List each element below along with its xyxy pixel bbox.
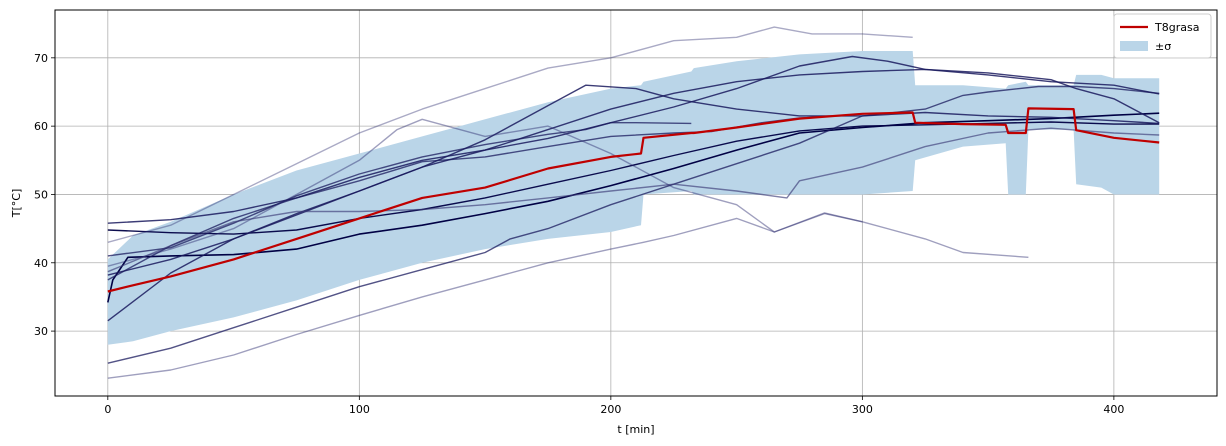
series-line (107, 121, 692, 257)
x-tick-label: 200 (600, 403, 621, 416)
x-tick-label: 0 (104, 403, 111, 416)
y-tick-label: 60 (34, 120, 48, 133)
series-line (107, 68, 1160, 322)
series-line (107, 26, 913, 243)
x-axis-ticks: 0 100 200 300 400 (104, 396, 1124, 416)
x-tick-label: 300 (852, 403, 873, 416)
y-tick-label: 40 (34, 257, 48, 270)
y-axis-label: T[°C] (10, 189, 23, 218)
series-lines (107, 26, 1160, 379)
y-tick-label: 30 (34, 325, 48, 338)
y-tick-label: 70 (34, 52, 48, 65)
y-axis-ticks: 30 40 50 60 70 (34, 52, 55, 338)
x-axis-label: t [min] (617, 423, 654, 436)
series-line (107, 127, 1160, 273)
series-line (107, 121, 1160, 235)
x-tick-label: 400 (1103, 403, 1124, 416)
series-line (107, 212, 1029, 379)
x-tick-label: 100 (349, 403, 370, 416)
y-tick-label: 50 (34, 188, 48, 201)
legend-label: T8grasa (1154, 21, 1199, 34)
legend-label: ±σ (1155, 40, 1171, 53)
legend: T8grasa ±σ (1113, 13, 1212, 59)
plot-frame (54, 9, 1218, 397)
legend-swatch-patch (1120, 41, 1148, 51)
series-line (107, 118, 863, 267)
series-line-highlight (107, 107, 1160, 293)
series-line (107, 84, 1160, 276)
